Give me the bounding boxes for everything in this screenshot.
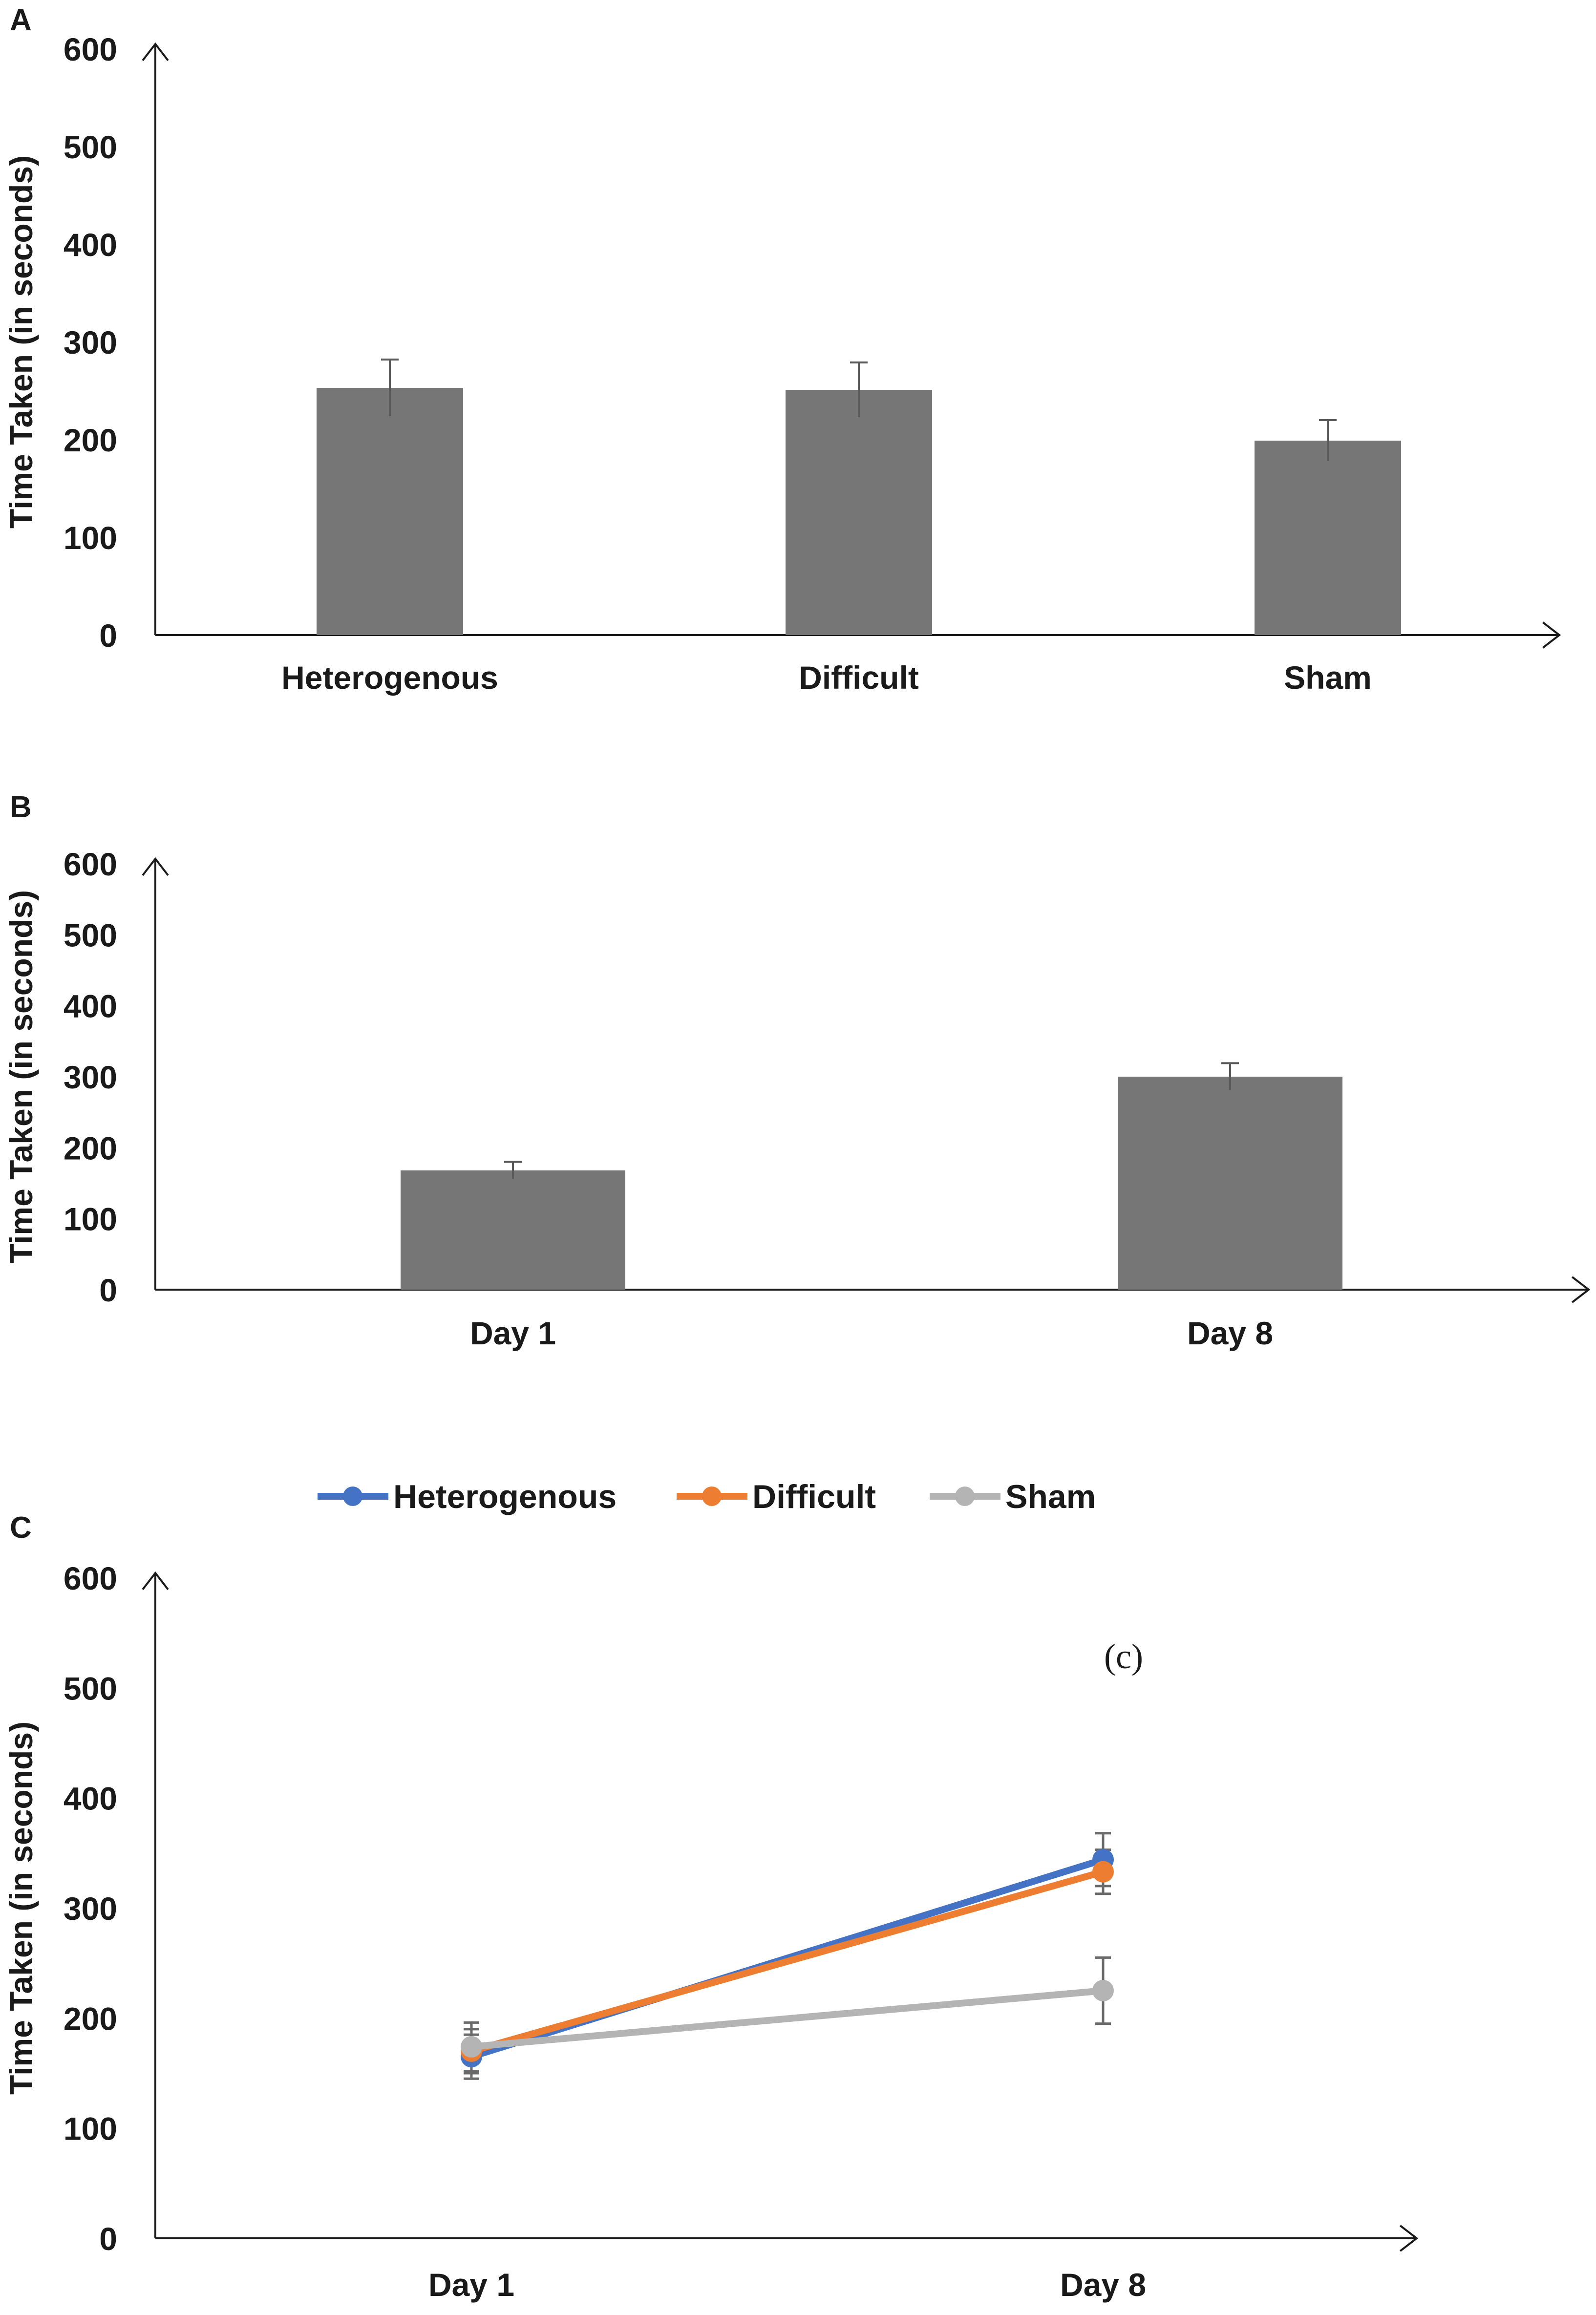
panel-c-xtick-label: Day 8 [1060, 2267, 1146, 2303]
panel-a-x-axis-arrowhead [1542, 621, 1561, 649]
panel-b-y-axis-label: Time Taken (in seconds) [3, 890, 39, 1263]
panel-a-xtick-label: Sham [1284, 659, 1372, 696]
panel-b-bar [401, 1170, 625, 1290]
legend-swatch-marker [343, 1487, 362, 1506]
legend-label: Sham [1005, 1478, 1096, 1515]
panel-b-ytick-label: 400 [64, 988, 117, 1024]
panel-b-xtick-label: Day 1 [470, 1315, 556, 1351]
panel-c-ytick-label: 300 [64, 1890, 117, 1927]
panel-a-ytick-label: 400 [64, 227, 117, 263]
panel-c-y-axis-arrowhead [142, 1571, 169, 1591]
legend-label: Difficult [752, 1478, 876, 1515]
panel-b-ytick-label: 200 [64, 1130, 117, 1166]
series-line-difficult [468, 1868, 1107, 2055]
panel-a-ytick-label: 100 [64, 520, 117, 556]
panel-c-ytick-label: 600 [64, 1560, 117, 1596]
series-line-sham [468, 1987, 1107, 2050]
panel-a-bar [1255, 441, 1401, 635]
panel-b-ytick-label: 500 [64, 917, 117, 953]
panel-b-ytick-label: 300 [64, 1059, 117, 1095]
panel-a-letter: A [10, 3, 32, 37]
panel-c-ytick-label: 500 [64, 1670, 117, 1706]
panel-c-ytick-label: 400 [64, 1781, 117, 1817]
panel-a-ytick-label: 300 [64, 324, 117, 361]
panel-b-x-axis-arrowhead [1571, 1276, 1591, 1303]
panel-a-xtick-label: Difficult [799, 659, 919, 696]
panel-c-ytick-label: 200 [64, 2000, 117, 2037]
panel-c-ytick-label: 0 [99, 2221, 117, 2257]
panel-a-ytick-label: 600 [64, 31, 117, 67]
data-point-sham [1092, 1980, 1114, 2001]
panel-a-y-axis-label: Time Taken (in seconds) [3, 155, 39, 529]
panel-a-xtick-label: Heterogenous [281, 659, 498, 696]
panel-b-ytick-label: 600 [64, 846, 117, 882]
panel-b-bar [1118, 1077, 1342, 1290]
panel-c-annotation: (c) [1104, 1637, 1143, 1676]
panel-c-letter: C [10, 1511, 32, 1545]
legend-label: Heterogenous [393, 1478, 617, 1515]
panel-b-ytick-label: 100 [64, 1201, 117, 1237]
panel-c-x-axis-arrowhead [1399, 2225, 1419, 2252]
panel-a-bar [317, 388, 463, 635]
data-point-sham [461, 2036, 482, 2058]
panel-b-letter: B [10, 790, 32, 824]
legend-swatch-marker [702, 1487, 722, 1506]
panel-c-ytick-label: 100 [64, 2111, 117, 2147]
panel-c-y-axis-label: Time Taken (in seconds) [3, 1721, 39, 2095]
panel-b-xtick-label: Day 8 [1187, 1315, 1273, 1351]
panel-a-ytick-label: 500 [64, 129, 117, 165]
panel-a-y-axis-arrowhead [142, 42, 169, 62]
panel-a-ytick-label: 0 [99, 617, 117, 654]
data-point-difficult [1092, 1861, 1114, 1883]
panel-a-bar [786, 390, 932, 635]
panel-c-xtick-label: Day 1 [428, 2267, 514, 2303]
panel-a-ytick-label: 200 [64, 422, 117, 458]
legend-swatch-marker [955, 1487, 975, 1506]
panel-b-ytick-label: 0 [99, 1272, 117, 1308]
panel-b-y-axis-arrowhead [142, 857, 169, 876]
